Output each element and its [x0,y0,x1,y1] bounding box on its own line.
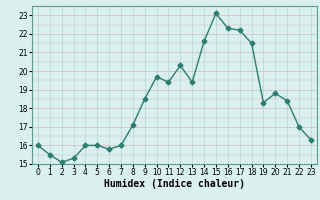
X-axis label: Humidex (Indice chaleur): Humidex (Indice chaleur) [104,179,245,189]
